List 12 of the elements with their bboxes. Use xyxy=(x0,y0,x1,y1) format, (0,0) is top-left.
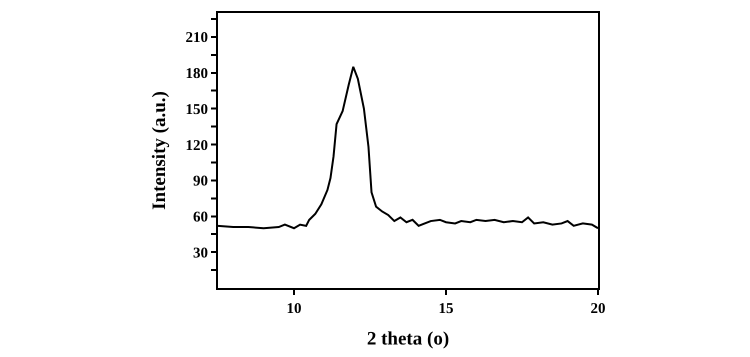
y-tick-label: 90 xyxy=(193,174,208,190)
y-tick-label: 60 xyxy=(193,210,208,226)
y-tick-label: 120 xyxy=(186,138,208,154)
x-tick-label: 20 xyxy=(590,301,606,317)
y-axis-title: Intensity (a.u.) xyxy=(148,91,170,210)
x-tick-label: 10 xyxy=(286,301,302,317)
y-tick-label: 210 xyxy=(186,30,208,46)
y-tick-label: 30 xyxy=(193,245,208,262)
y-tick-label: 180 xyxy=(186,66,208,82)
x-tick-label: 15 xyxy=(438,301,454,317)
x-axis-title: 2 theta (o) xyxy=(366,328,450,350)
y-tick-label: 150 xyxy=(186,102,208,118)
